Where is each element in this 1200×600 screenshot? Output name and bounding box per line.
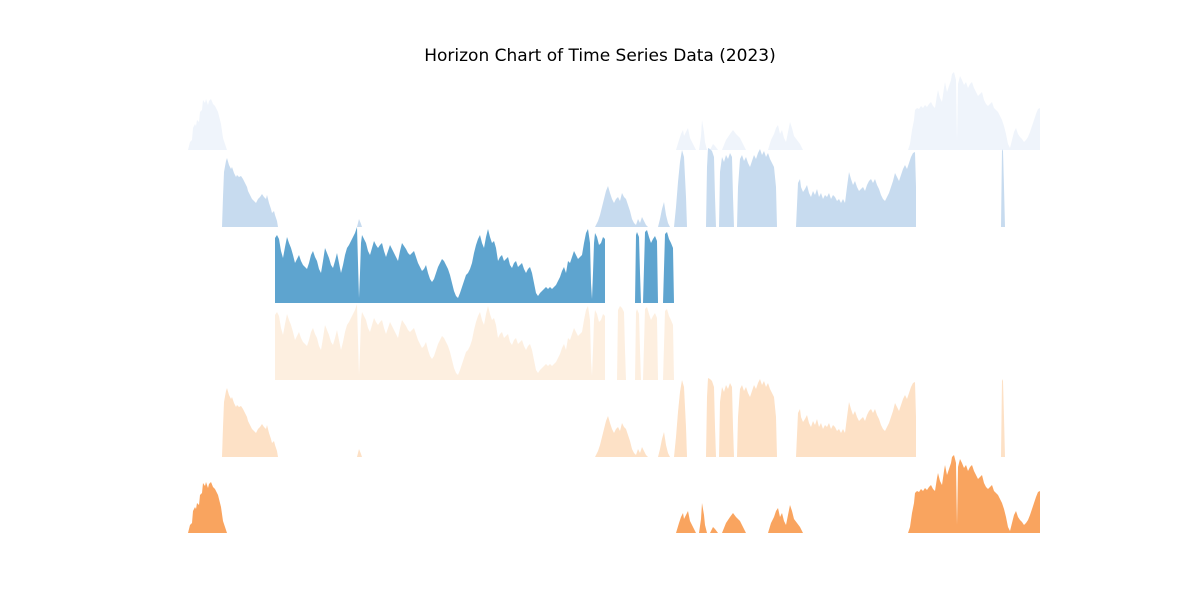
band-positive-layer-1-pale-blue bbox=[188, 72, 1040, 150]
band-positive-layer-2-light-blue bbox=[222, 148, 1005, 227]
band-positive-layer-3-medium-blue bbox=[275, 227, 674, 303]
band-negative-layer-2-light-orange bbox=[222, 378, 1005, 457]
band-negative-layer-3-strong-orange bbox=[188, 455, 1040, 533]
band-negative-layer-1-pale-orange bbox=[275, 304, 674, 380]
chart-title: Horizon Chart of Time Series Data (2023) bbox=[424, 46, 776, 66]
